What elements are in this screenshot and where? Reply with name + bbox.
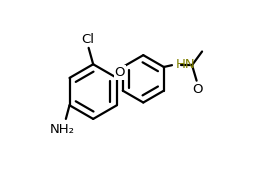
Text: HN: HN	[176, 58, 196, 71]
Text: Cl: Cl	[81, 33, 94, 46]
Text: O: O	[192, 83, 203, 96]
Text: O: O	[115, 66, 125, 79]
Text: NH₂: NH₂	[50, 123, 75, 136]
